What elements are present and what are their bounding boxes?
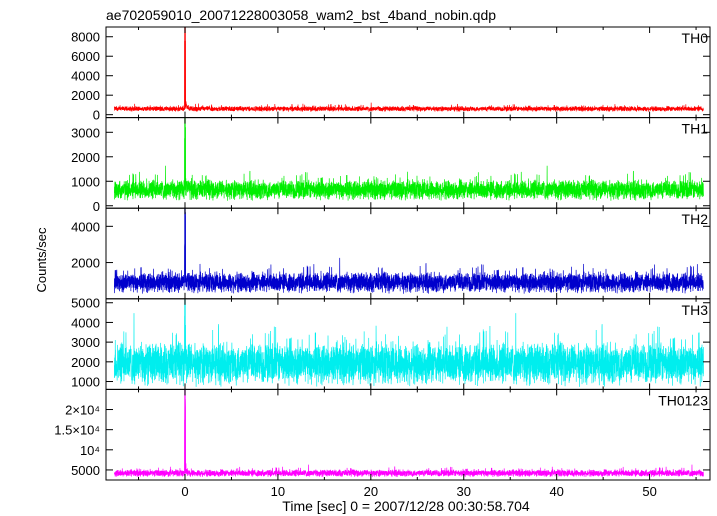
panel-th0123: 5000 10⁴ 1.5×10⁴ 2×10⁴ TH0123 — [54, 388, 711, 481]
y-tick-label: 2000 — [71, 355, 100, 370]
series-th1 — [114, 117, 704, 201]
panel-label: TH3 — [682, 302, 709, 318]
panel-frame — [105, 388, 711, 481]
y-tick-label: 6000 — [71, 49, 100, 64]
panel-label: TH1 — [682, 121, 709, 137]
series-line-th2 — [114, 212, 704, 294]
y-tick-label: 1000 — [71, 174, 100, 189]
series-line-th3 — [114, 308, 704, 387]
panel-label: TH2 — [682, 211, 709, 227]
series-th0 — [114, 27, 704, 113]
y-tick-label: 2×10⁴ — [65, 403, 100, 418]
y-tick-label: 4000 — [71, 69, 100, 84]
y-tick-label: 1000 — [71, 375, 100, 390]
y-tick-label: 2000 — [71, 150, 100, 165]
panel-th3: 1000 2000 3000 4000 5000 TH3 — [71, 296, 711, 390]
series-line-th0123 — [114, 398, 704, 478]
y-tick-label: 1.5×10⁴ — [54, 423, 100, 438]
y-tick-label: 5000 — [71, 296, 100, 311]
panel-th1: 0 1000 2000 3000 TH1 — [71, 117, 711, 214]
y-tick-label: 4000 — [71, 315, 100, 330]
series-th2 — [114, 208, 704, 294]
x-tick-labels: 0 10 20 30 40 50 — [181, 484, 656, 499]
series-line-th1 — [114, 124, 704, 201]
y-tick-label: 2000 — [71, 88, 100, 103]
y-tick-label: 2000 — [71, 256, 100, 271]
x-tick-label: 10 — [271, 484, 285, 499]
y-tick-label: 0 — [93, 199, 100, 214]
x-tick-label: 40 — [549, 484, 563, 499]
y-tick-label: 3000 — [71, 335, 100, 350]
y-tick-label: 0 — [93, 108, 100, 123]
x-axis-label: Time [sec] 0 = 2007/12/28 00:30:58.704 — [282, 498, 530, 514]
panel-label: TH0 — [682, 30, 709, 46]
panel-label: TH0123 — [658, 392, 708, 408]
chart-title: ae702059010_20071228003058_wam2_bst_4ban… — [106, 7, 496, 23]
series-line-th0 — [114, 27, 704, 113]
x-tick-label: 20 — [364, 484, 378, 499]
panel-frame — [105, 26, 711, 119]
x-tick-label: 50 — [642, 484, 656, 499]
x-tick-label: 0 — [181, 484, 188, 499]
panel-th2: 2000 4000 TH2 — [71, 207, 711, 300]
y-tick-label: 3000 — [71, 125, 100, 140]
panel-th0: 0 2000 4000 6000 8000 TH0 — [71, 26, 711, 123]
y-tick-label: 4000 — [71, 219, 100, 234]
y-tick-label: 10⁴ — [80, 443, 100, 458]
y-axis-label: Counts/sec — [34, 227, 49, 293]
y-tick-label: 8000 — [71, 30, 100, 45]
series-th0123 — [114, 389, 704, 478]
x-tick-label: 30 — [457, 484, 471, 499]
series-th3 — [114, 298, 704, 387]
y-tick-label: 5000 — [71, 463, 100, 478]
